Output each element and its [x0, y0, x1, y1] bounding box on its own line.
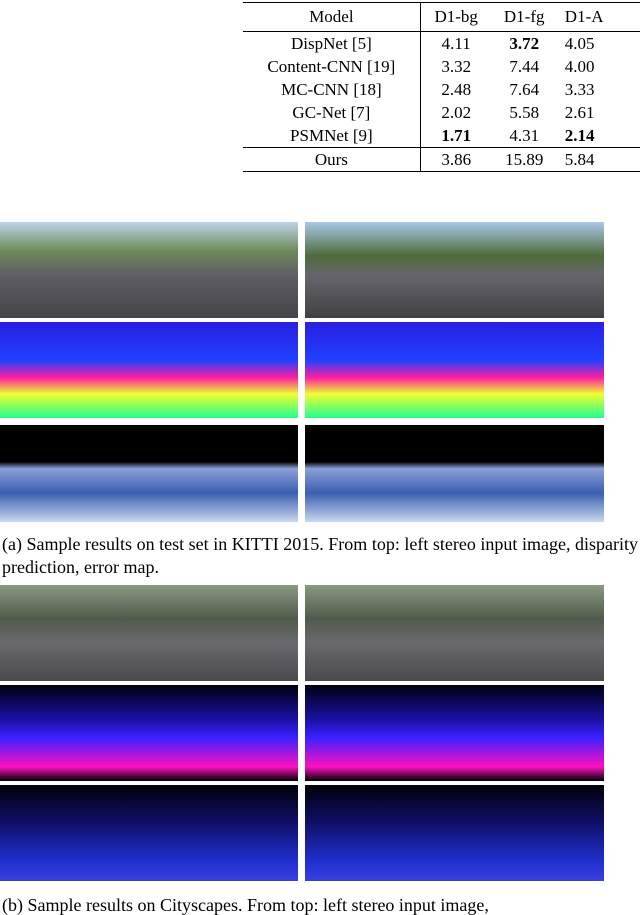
cell: Content-CNN [19] [243, 55, 421, 78]
cell: 1.71 [420, 124, 491, 148]
cell: GC-Net [7] [243, 101, 421, 124]
cell: 2.48 [441, 79, 472, 99]
cell: 7.44 [509, 56, 540, 76]
cell: 4.11 [441, 33, 471, 53]
cell: 15.89 [491, 147, 557, 172]
cell: 2.14 [557, 124, 640, 148]
city-input-right [305, 585, 604, 681]
caption-b: (b) Sample results on Cityscapes. From t… [2, 895, 489, 915]
cell: MC-CNN [18] [243, 78, 421, 101]
cell: 3.86 [420, 147, 492, 172]
cell: PSMNet [9] [243, 124, 421, 148]
bold-cell: 1.71 [441, 125, 472, 145]
cell: 2.61 [564, 102, 595, 122]
city-disparity-right [305, 685, 604, 781]
cell: 2.02 [441, 102, 472, 122]
city-error-left [0, 785, 298, 881]
cell: DispNet [5] [243, 31, 421, 55]
header-cell: D1-bg [420, 2, 492, 32]
kitti-error-left [0, 425, 298, 522]
cell: 7.64 [509, 79, 540, 99]
bold-cell: 2.14 [564, 125, 595, 145]
cell: 4.31 [509, 125, 540, 145]
header-cell: Model [243, 2, 421, 32]
cell: 5.84 [556, 147, 640, 172]
header-cell: D1-A [556, 2, 640, 32]
cell: 3.32 [441, 56, 472, 76]
cell: 3.33 [564, 79, 595, 99]
kitti-error-right [305, 425, 604, 522]
bold-cell: 3.72 [509, 33, 540, 53]
city-error-right [305, 785, 604, 881]
header-cell: D1-fg [491, 2, 557, 32]
cell: Ours [243, 147, 421, 172]
cell: 4.00 [564, 56, 595, 76]
cell: 4.05 [564, 33, 595, 53]
kitti-input-left [0, 222, 298, 318]
results-table: Model D1-bg D1-fg D1-A DispNet [5] 4.11 3.… [243, 2, 640, 172]
cell: 5.58 [509, 102, 540, 122]
city-input-left [0, 585, 298, 681]
kitti-disparity-right [305, 322, 604, 418]
cell: 3.72 [492, 32, 557, 56]
kitti-input-right [305, 222, 604, 318]
kitti-disparity-left [0, 322, 298, 418]
caption-a: (a) Sample results on test set in KITTI … [2, 534, 638, 577]
city-disparity-left [0, 685, 298, 781]
